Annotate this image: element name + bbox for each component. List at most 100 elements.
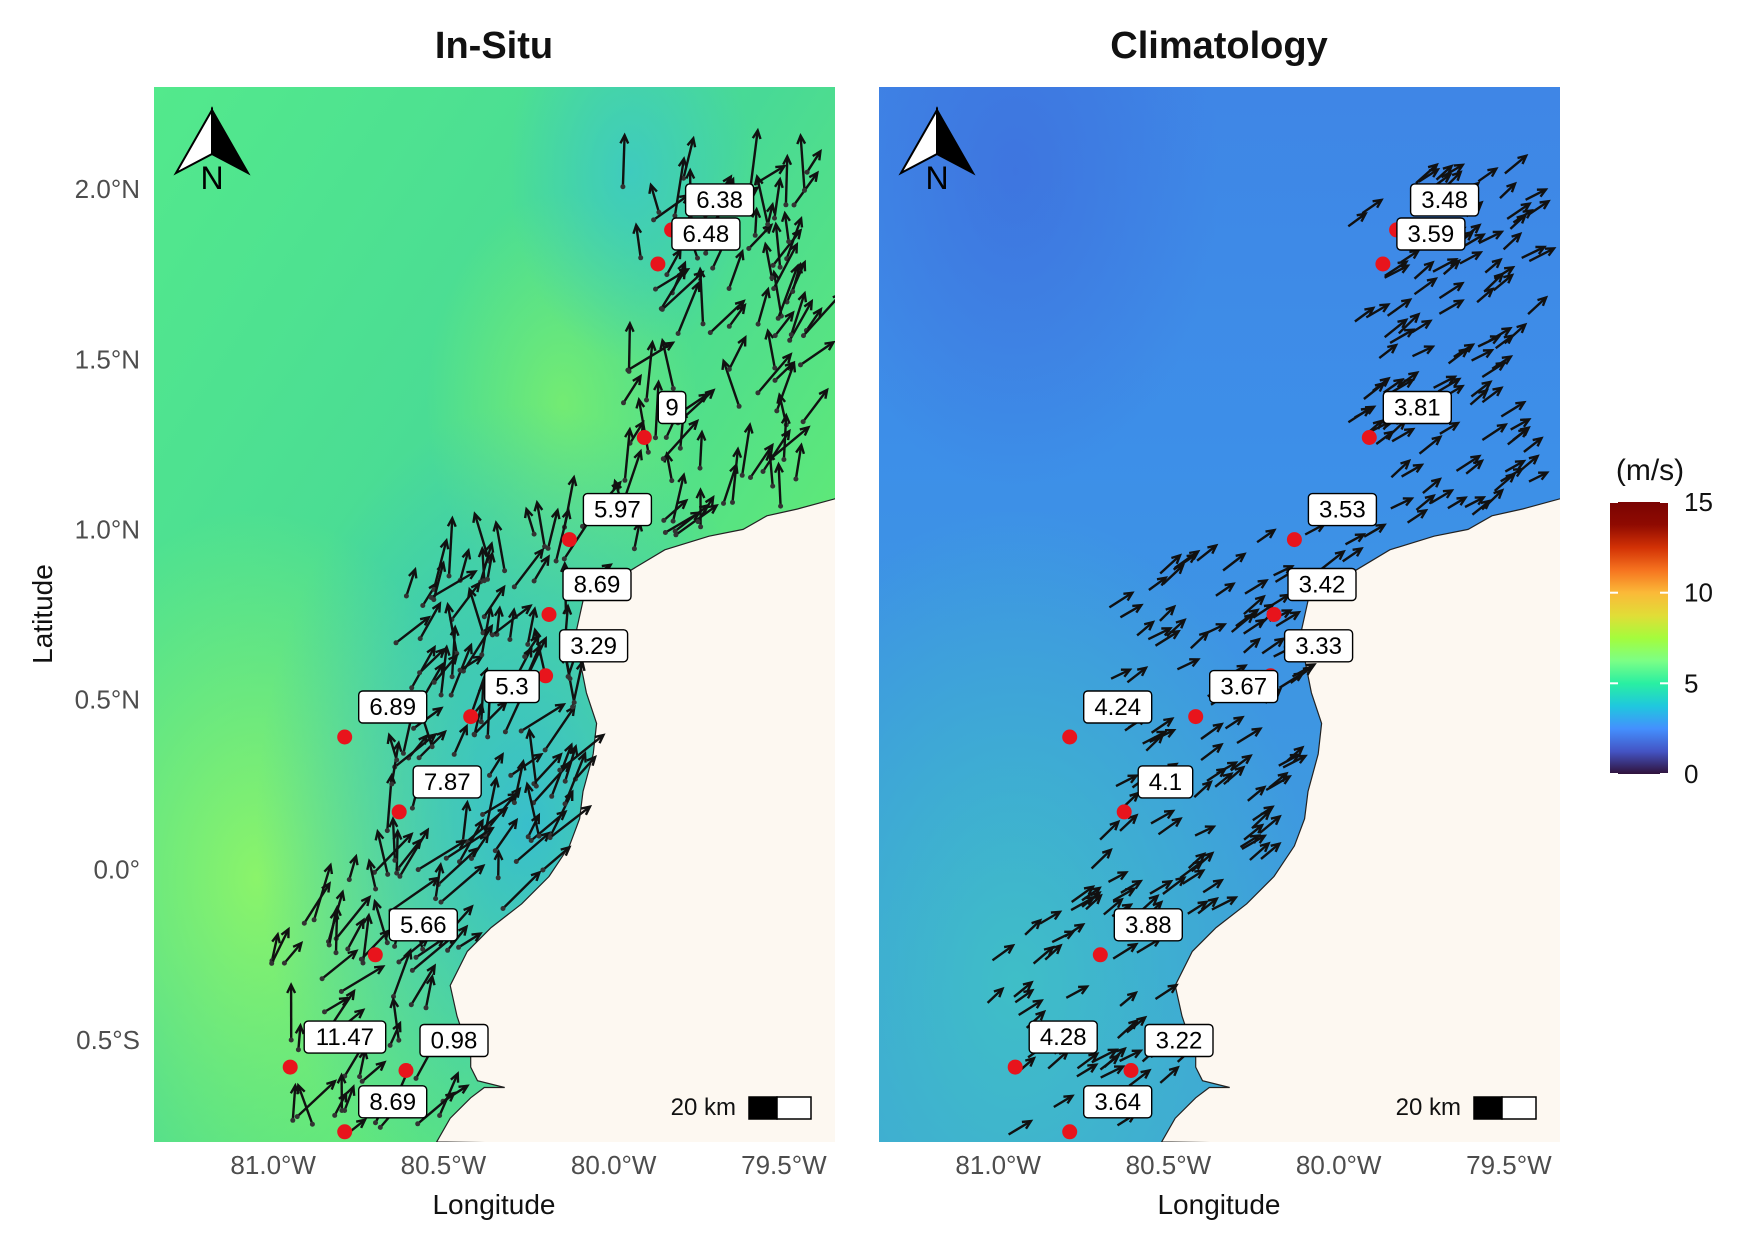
station-value-label: 5.3 bbox=[495, 674, 528, 701]
wind-vector-arrow bbox=[696, 429, 707, 471]
wind-vector-arrow bbox=[762, 241, 775, 281]
wind-vector-arrow bbox=[1471, 349, 1495, 362]
station-dot bbox=[282, 1059, 298, 1075]
wind-vector-arrow bbox=[1500, 400, 1527, 418]
wind-vector-arrow bbox=[804, 148, 822, 175]
wind-vector-arrow bbox=[1464, 496, 1487, 509]
station-dot bbox=[636, 430, 652, 445]
station-dot bbox=[1092, 947, 1108, 963]
wind-vector-arrow bbox=[1081, 886, 1102, 902]
station-label-box bbox=[1113, 908, 1184, 942]
y-tick-label: 1.0°N bbox=[75, 514, 140, 544]
wind-vector-arrow bbox=[423, 973, 436, 1011]
wind-vector-arrow bbox=[411, 706, 444, 731]
wind-vector-arrow bbox=[522, 633, 541, 660]
wind-vector-arrow bbox=[1110, 668, 1133, 680]
wind-vector-arrow bbox=[533, 499, 548, 549]
station: 4.1 bbox=[1116, 765, 1194, 820]
wind-vector-arrow bbox=[1211, 896, 1239, 911]
wind-vector-arrow bbox=[760, 428, 791, 474]
station: 9 bbox=[636, 390, 687, 445]
x-tick-label: 80.5°W bbox=[1126, 1150, 1212, 1180]
wind-vector-arrow bbox=[490, 604, 533, 638]
wind-vector-arrow bbox=[1103, 897, 1124, 916]
wind-vector-arrow bbox=[511, 758, 527, 806]
station-label-box bbox=[358, 690, 428, 724]
wind-vector-arrow bbox=[1528, 199, 1551, 216]
wind-vector-arrow bbox=[1215, 582, 1236, 597]
station-value-label: 0.98 bbox=[431, 1028, 478, 1055]
wind-vector-arrow bbox=[1119, 813, 1139, 832]
wind-vector-arrow bbox=[1432, 257, 1459, 273]
station-value-label: 4.28 bbox=[1040, 1024, 1087, 1051]
scale-bar-label: 20 km bbox=[671, 1094, 736, 1121]
wind-vector-arrow bbox=[1372, 376, 1391, 392]
wind-vector-arrow bbox=[1437, 377, 1462, 393]
wind-vector-arrow bbox=[1196, 543, 1219, 562]
scale-bar-label: 20 km bbox=[1396, 1094, 1461, 1121]
x-tick-label: 81.0°W bbox=[955, 1150, 1041, 1180]
wind-vector-arrow bbox=[755, 352, 793, 396]
wind-vector-arrow bbox=[467, 586, 486, 636]
wind-vector-arrow bbox=[1413, 277, 1439, 296]
wind-vector-arrow bbox=[788, 290, 808, 338]
panel-title: In-Situ bbox=[435, 25, 553, 67]
wind-vector-arrow bbox=[670, 472, 687, 524]
station-dot bbox=[337, 729, 353, 745]
wind-vector-arrow bbox=[1455, 454, 1482, 472]
wind-vector-arrow bbox=[1440, 163, 1466, 179]
wind-vector-arrow bbox=[1148, 576, 1169, 591]
legend-title: (m/s) bbox=[1616, 454, 1684, 487]
wind-vector-arrow bbox=[1411, 319, 1433, 334]
wind-vector-arrow bbox=[1243, 637, 1262, 654]
wind-vector-arrow bbox=[518, 703, 567, 734]
wind-vector-arrow bbox=[1200, 742, 1224, 762]
wind-vector-arrow bbox=[1509, 213, 1528, 230]
wind-vector-arrow bbox=[1172, 553, 1198, 571]
wind-vector-arrow bbox=[487, 752, 504, 778]
north-arrow: N bbox=[173, 106, 251, 196]
station-label-box bbox=[1082, 1085, 1153, 1119]
wind-vector-arrow bbox=[1176, 658, 1201, 671]
land-polygon bbox=[435, 498, 835, 1142]
wind-vector-arrow bbox=[1159, 604, 1177, 622]
wind-vector-arrow bbox=[648, 182, 662, 215]
wind-vector-arrow bbox=[451, 723, 469, 757]
wind-vector-arrow bbox=[1243, 618, 1267, 635]
wind-vector-arrow bbox=[1492, 273, 1515, 292]
wind-vector-arrow bbox=[1481, 488, 1505, 511]
wind-vector-arrow bbox=[1418, 435, 1443, 455]
wind-vector-arrow bbox=[1251, 809, 1272, 830]
wind-vector-arrow bbox=[1259, 814, 1282, 834]
wind-vector-arrow bbox=[1390, 459, 1412, 479]
wind-vector-arrow bbox=[1112, 942, 1139, 960]
station: 3.64 bbox=[1062, 1085, 1153, 1140]
wind-vector-arrow bbox=[1389, 328, 1416, 344]
wind-vector-arrow bbox=[1119, 991, 1139, 1007]
wind-vector-arrow bbox=[1119, 1049, 1144, 1063]
station-label-box bbox=[1287, 567, 1357, 602]
wind-vector-arrow bbox=[1347, 406, 1373, 424]
scale-bar: 20 km bbox=[1396, 1094, 1537, 1121]
wind-vector-arrow bbox=[653, 267, 691, 292]
wind-vector-arrow bbox=[511, 547, 545, 590]
scale-bar-black bbox=[1473, 1096, 1503, 1120]
wind-vector-arrow bbox=[553, 507, 572, 564]
station: 6.89 bbox=[337, 690, 428, 745]
wind-vector-arrow bbox=[1187, 852, 1207, 869]
station-value-label: 3.42 bbox=[1299, 572, 1346, 599]
x-tick-label: 79.5°W bbox=[1466, 1150, 1552, 1180]
wind-vector-arrow bbox=[449, 581, 481, 623]
wind-vector-arrow bbox=[790, 261, 803, 294]
wind-vector-arrow bbox=[1236, 727, 1263, 745]
wind-vector-arrow bbox=[661, 498, 689, 523]
wind-vector-arrow bbox=[562, 744, 579, 784]
wind-vector-arrow bbox=[1222, 552, 1247, 572]
station-dot bbox=[1062, 1124, 1078, 1140]
station-value-label: 3.59 bbox=[1408, 221, 1455, 248]
wind-vector-arrow bbox=[1406, 508, 1429, 524]
station-value-label: 3.88 bbox=[1125, 912, 1172, 939]
scale-bar-black bbox=[748, 1096, 778, 1120]
wind-vector-arrow bbox=[1375, 430, 1395, 445]
